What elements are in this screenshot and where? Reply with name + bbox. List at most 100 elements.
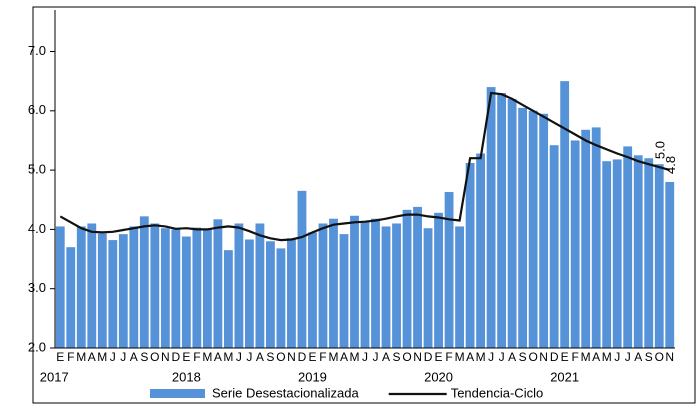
bar xyxy=(486,87,496,349)
bar xyxy=(55,226,65,348)
y-tick-label: 4.0 xyxy=(28,221,46,236)
y-tick-label: 5.0 xyxy=(28,162,46,177)
y-tick-label: 3.0 xyxy=(28,280,46,295)
chart-frame xyxy=(32,6,696,404)
x-tick-label: O xyxy=(528,350,537,364)
x-tick-label: F xyxy=(445,350,452,364)
x-tick-label: S xyxy=(519,350,527,364)
bar xyxy=(76,226,86,348)
bar xyxy=(654,164,664,348)
x-tick-label: N xyxy=(539,350,548,364)
x-tick-label: A xyxy=(256,350,264,364)
bar xyxy=(255,223,265,348)
bar xyxy=(160,228,170,348)
bar xyxy=(329,218,338,348)
x-tick-label: M xyxy=(223,350,233,364)
x-tick-label: M xyxy=(97,350,107,364)
x-tick-label: D xyxy=(298,350,307,364)
x-tick-label: M xyxy=(202,350,212,364)
bar xyxy=(644,158,654,348)
x-tick-label: E xyxy=(561,350,569,364)
x-tick-label: D xyxy=(424,350,433,364)
x-tick-label: A xyxy=(214,350,222,364)
x-tick-label: E xyxy=(56,350,64,364)
bar xyxy=(244,239,254,348)
bar xyxy=(465,162,475,348)
bar xyxy=(402,209,412,348)
value-label: 5.0 xyxy=(653,141,668,159)
bar xyxy=(476,153,486,348)
x-tick-label: A xyxy=(592,350,600,364)
bar xyxy=(434,212,443,348)
x-tick-label: M xyxy=(581,350,591,364)
x-tick-label: N xyxy=(161,350,170,364)
bar xyxy=(97,233,107,348)
year-label: 2017 xyxy=(40,369,69,384)
trend-line xyxy=(59,91,671,242)
bar xyxy=(108,240,118,348)
bar xyxy=(413,206,422,348)
bar xyxy=(602,161,612,348)
bar xyxy=(234,223,244,348)
bar xyxy=(181,236,191,348)
x-tick-label: S xyxy=(645,350,653,364)
x-tick-label: S xyxy=(266,350,274,364)
bar xyxy=(549,145,559,348)
bar xyxy=(581,129,591,348)
bar xyxy=(223,250,233,348)
value-label: 4.8 xyxy=(663,156,678,174)
year-label: 2020 xyxy=(424,369,453,384)
year-label: 2018 xyxy=(172,369,201,384)
x-tick-label: O xyxy=(402,350,411,364)
bar xyxy=(308,232,317,348)
x-tick-label: J xyxy=(499,350,505,364)
x-tick-label: O xyxy=(150,350,159,364)
x-tick-label: F xyxy=(319,350,326,364)
bar xyxy=(213,219,223,348)
x-tick-label: J xyxy=(362,350,368,364)
bar xyxy=(171,229,181,348)
year-label: 2019 xyxy=(298,369,327,384)
x-tick-label: O xyxy=(655,350,664,364)
x-tick-label: A xyxy=(88,350,96,364)
bar xyxy=(455,226,464,348)
bar xyxy=(518,107,528,348)
bar xyxy=(633,155,643,348)
x-tick-label: J xyxy=(110,350,116,364)
x-tick-label: J xyxy=(614,350,620,364)
bar xyxy=(339,234,349,348)
y-tick-label: 7.0 xyxy=(28,43,46,58)
x-tick-label: A xyxy=(466,350,474,364)
bar xyxy=(665,181,675,348)
bar xyxy=(360,222,370,348)
x-tick-label: E xyxy=(182,350,190,364)
x-tick-label: M xyxy=(328,350,338,364)
x-tick-label: J xyxy=(120,350,126,364)
x-tick-label: A xyxy=(130,350,138,364)
bar xyxy=(287,238,296,348)
x-tick-label: M xyxy=(602,350,612,364)
bar xyxy=(129,226,139,348)
bar xyxy=(87,223,97,348)
legend-swatch xyxy=(150,389,205,398)
bar xyxy=(392,223,401,348)
x-tick-label: F xyxy=(67,350,74,364)
x-tick-label: E xyxy=(308,350,316,364)
y-tick-label: 2.0 xyxy=(28,339,46,354)
bar xyxy=(276,248,286,348)
y-tick-label: 6.0 xyxy=(28,102,46,117)
bar xyxy=(570,140,580,348)
bar xyxy=(381,226,391,348)
x-tick-label: S xyxy=(140,350,148,364)
x-tick-label: J xyxy=(236,350,242,364)
x-tick-label: M xyxy=(455,350,465,364)
x-tick-label: N xyxy=(665,350,674,364)
x-tick-label: F xyxy=(571,350,578,364)
bar xyxy=(423,228,433,348)
x-tick-label: M xyxy=(76,350,86,364)
bar xyxy=(591,127,601,349)
bar xyxy=(266,241,275,348)
legend-label: Serie Desestacionalizada xyxy=(212,385,359,400)
bar xyxy=(297,190,307,348)
